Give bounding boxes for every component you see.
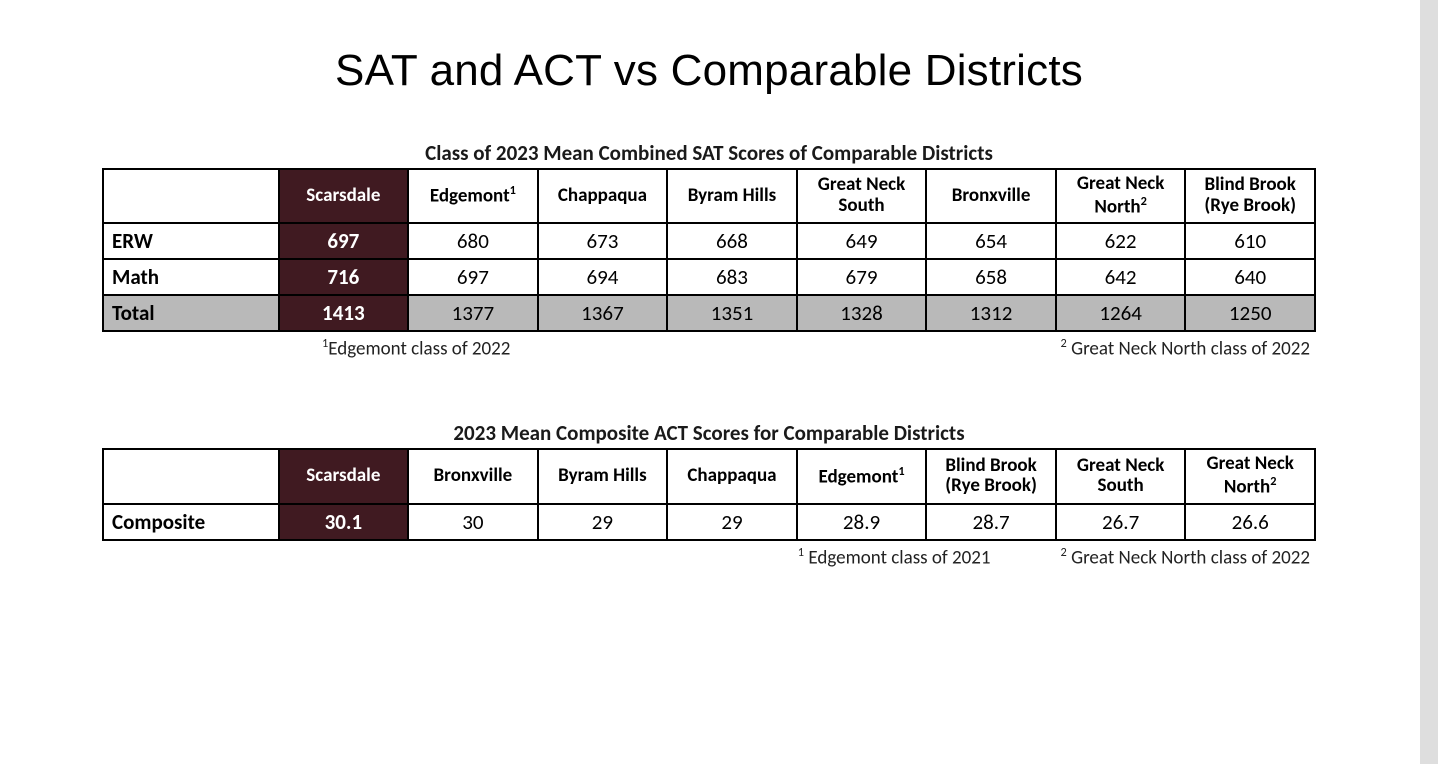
column-header: Scarsdale xyxy=(279,449,409,503)
sat-table: ScarsdaleEdgemont1ChappaquaByram HillsGr… xyxy=(102,168,1316,332)
data-cell: 30 xyxy=(408,504,538,540)
column-header: Edgemont1 xyxy=(408,169,538,223)
column-header: Great Neck South xyxy=(1056,449,1186,503)
scrollbar-track xyxy=(1420,0,1438,764)
data-cell: 30.1 xyxy=(279,504,409,540)
data-cell: 673 xyxy=(538,223,668,259)
act-table: ScarsdaleBronxvilleByram HillsChappaquaE… xyxy=(102,448,1316,540)
sat-body: ERW697680673668649654622610Math716697694… xyxy=(103,223,1315,331)
data-cell: 654 xyxy=(926,223,1056,259)
sat-header-row: ScarsdaleEdgemont1ChappaquaByram HillsGr… xyxy=(103,169,1315,223)
page-title: SAT and ACT vs Comparable Districts xyxy=(102,46,1316,96)
act-table-caption: 2023 Mean Composite ACT Scores for Compa… xyxy=(102,420,1316,446)
data-cell: 649 xyxy=(797,223,927,259)
column-header: Bronxville xyxy=(926,169,1056,223)
data-cell: 26.6 xyxy=(1185,504,1315,540)
data-cell: 28.7 xyxy=(926,504,1056,540)
column-header: Chappaqua xyxy=(538,169,668,223)
data-cell: 28.9 xyxy=(797,504,927,540)
column-header: Scarsdale xyxy=(279,169,409,223)
data-cell: 642 xyxy=(1056,259,1186,295)
row-label: Composite xyxy=(103,504,279,540)
data-cell: 679 xyxy=(797,259,927,295)
data-cell: 1328 xyxy=(797,295,927,331)
table-row: Total14131377136713511328131212641250 xyxy=(103,295,1315,331)
data-cell: 29 xyxy=(538,504,668,540)
data-cell: 716 xyxy=(279,259,409,295)
data-cell: 1250 xyxy=(1185,295,1315,331)
data-cell: 697 xyxy=(408,259,538,295)
sat-table-caption: Class of 2023 Mean Combined SAT Scores o… xyxy=(102,140,1316,166)
data-cell: 1351 xyxy=(667,295,797,331)
column-header: Bronxville xyxy=(408,449,538,503)
column-header: Byram Hills xyxy=(538,449,668,503)
sat-footnotes: 1Edgemont class of 2022 2 Great Neck Nor… xyxy=(102,336,1316,360)
sat-footnote-right: 2 Great Neck North class of 2022 xyxy=(1061,336,1316,360)
column-header: Great Neck North2 xyxy=(1056,169,1186,223)
act-section: 2023 Mean Composite ACT Scores for Compa… xyxy=(102,420,1316,568)
act-footnote: 1 Edgemont class of 2021 xyxy=(798,545,991,569)
data-cell: 683 xyxy=(667,259,797,295)
slide-content: SAT and ACT vs Comparable Districts Clas… xyxy=(12,8,1406,748)
data-cell: 1367 xyxy=(538,295,668,331)
data-cell: 610 xyxy=(1185,223,1315,259)
data-cell: 658 xyxy=(926,259,1056,295)
data-cell: 640 xyxy=(1185,259,1315,295)
act-body: Composite30.130292928.928.726.726.6 xyxy=(103,504,1315,540)
data-cell: 622 xyxy=(1056,223,1186,259)
data-cell: 694 xyxy=(538,259,668,295)
data-cell: 1264 xyxy=(1056,295,1186,331)
column-header: Great Neck South xyxy=(797,169,927,223)
act-footnote: 2 Great Neck North class of 2022 xyxy=(1061,545,1310,569)
act-footnotes: 1 Edgemont class of 2021 2 Great Neck Nor… xyxy=(102,545,1316,569)
data-cell: 668 xyxy=(667,223,797,259)
row-label: Math xyxy=(103,259,279,295)
data-cell: 1377 xyxy=(408,295,538,331)
sat-section: Class of 2023 Mean Combined SAT Scores o… xyxy=(102,140,1316,360)
table-row: ERW697680673668649654622610 xyxy=(103,223,1315,259)
data-cell: 1413 xyxy=(279,295,409,331)
data-cell: 29 xyxy=(667,504,797,540)
column-header: Great Neck North2 xyxy=(1185,449,1315,503)
data-cell: 680 xyxy=(408,223,538,259)
column-header-blank xyxy=(103,449,279,503)
column-header-blank xyxy=(103,169,279,223)
column-header: Blind Brook (Rye Brook) xyxy=(1185,169,1315,223)
data-cell: 1312 xyxy=(926,295,1056,331)
column-header: Blind Brook (Rye Brook) xyxy=(926,449,1056,503)
row-label: ERW xyxy=(103,223,279,259)
table-row: Math716697694683679658642640 xyxy=(103,259,1315,295)
column-header: Byram Hills xyxy=(667,169,797,223)
row-label: Total xyxy=(103,295,279,331)
data-cell: 26.7 xyxy=(1056,504,1186,540)
table-row: Composite30.130292928.928.726.726.6 xyxy=(103,504,1315,540)
data-cell: 697 xyxy=(279,223,409,259)
sat-footnote-left: 1Edgemont class of 2022 xyxy=(102,336,510,360)
column-header: Chappaqua xyxy=(667,449,797,503)
act-header-row: ScarsdaleBronxvilleByram HillsChappaquaE… xyxy=(103,449,1315,503)
column-header: Edgemont1 xyxy=(797,449,927,503)
